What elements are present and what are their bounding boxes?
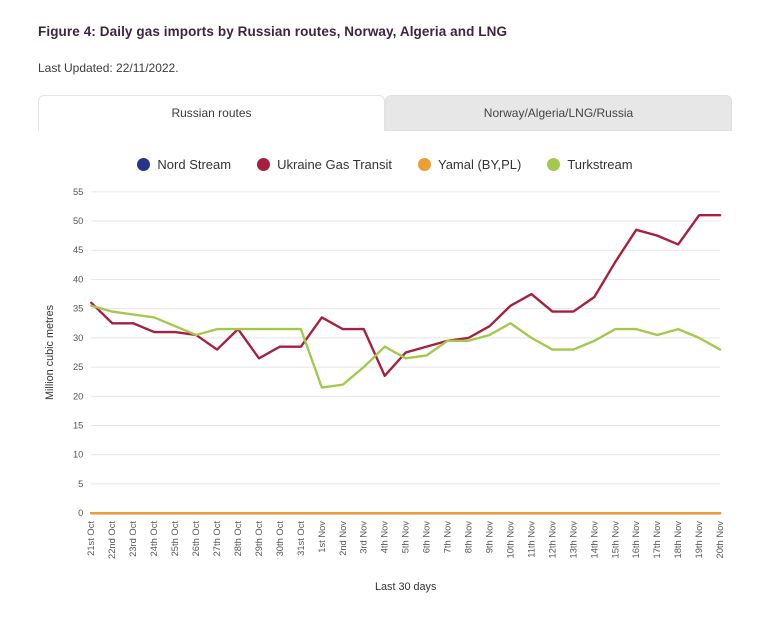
chart-card: Nord Stream Ukraine Gas Transit Yamal (BY,… [38,157,732,596]
y-tick-label: 55 [73,187,83,197]
x-tick-label: 27th Oct [212,521,222,557]
legend-label: Ukraine Gas Transit [277,157,392,172]
x-tick-label: 21st Oct [86,521,96,556]
y-tick-label: 45 [73,245,83,255]
tab-russian-routes[interactable]: Russian routes [38,95,385,131]
x-tick-label: 9th Nov [484,521,494,554]
x-tick-label: 28th Oct [233,521,243,557]
y-tick-label: 50 [73,216,83,226]
y-tick-label: 5 [78,479,83,489]
x-tick-label: 26th Oct [191,521,201,557]
x-tick-label: 4th Nov [380,521,390,554]
legend-dot-icon [547,158,561,171]
y-tick-label: 15 [73,420,83,430]
x-tick-label: 6th Nov [422,521,432,554]
last-updated-text: Last Updated: 22/11/2022. [38,61,179,75]
legend-label: Yamal (BY,PL) [437,157,522,172]
legend-label: Nord Stream [157,157,232,172]
x-tick-label: 13th Nov [568,521,578,559]
x-axis-title: Last 30 days [375,581,437,593]
x-tick-label: 30th Oct [275,521,285,557]
y-tick-label: 40 [73,274,83,284]
x-tick-label: 11th Nov [526,521,536,558]
x-tick-label: 15th Nov [610,521,620,559]
x-tick-label: 22nd Oct [107,521,117,559]
chart-area: 0 5 10 15 20 25 30 35 40 45 50 55 21st Oct 22nd Oct 23… [42,180,728,596]
legend-dot-icon [417,158,431,171]
x-tick-label: 31st Oct [296,521,306,556]
legend-dot-icon [137,158,151,171]
y-tick-label: 35 [73,304,83,314]
x-tick-label: 18th Nov [673,521,683,559]
y-tick-label: 0 [78,508,83,518]
tab-bar: Russian routes Norway/Algeria/LNG/Russia [38,95,732,131]
x-tick-label: 24th Oct [149,521,159,557]
legend-item-nord-stream[interactable]: Nord Stream [137,157,231,172]
x-tick-label: 3rd Nov [359,521,369,554]
figure-title: Figure 4: Daily gas imports by Russian r… [38,24,508,39]
x-tick-label: 20th Nov [715,521,725,559]
x-tick-label: 2nd Nov [338,521,348,556]
y-tick-label: 20 [73,391,83,401]
x-tick-label: 25th Oct [170,521,180,557]
series-line-ukraine-gas-transit[interactable] [90,214,722,378]
x-tick-label: 23rd Oct [128,521,138,557]
x-tick-label: 14th Nov [589,521,599,559]
x-tick-label: 16th Nov [631,521,641,559]
x-tick-label: 12th Nov [547,521,557,559]
tab-norway-algeria-lng-russia[interactable]: Norway/Algeria/LNG/Russia [385,95,732,131]
x-tick-label: 10th Nov [505,521,515,559]
legend-item-yamal-by-pl[interactable]: Yamal (BY,PL) [417,157,522,172]
x-tick-label: 19th Nov [694,521,704,559]
x-tick-label: 7th Nov [443,521,453,554]
x-tick-label: 8th Nov [464,521,474,554]
legend-item-turkstream[interactable]: Turkstream [547,157,633,172]
legend-dot-icon [257,158,271,171]
x-tick-label: 29th Oct [254,521,264,557]
legend-label: Turkstream [567,157,633,172]
x-tick-label: 5th Nov [401,521,411,554]
x-tick-label: 1st Nov [317,521,327,553]
x-tick-label: 17th Nov [652,521,662,559]
legend: Nord Stream Ukraine Gas Transit Yamal (BY,… [42,157,728,172]
legend-item-ukraine-gas-transit[interactable]: Ukraine Gas Transit [257,157,392,172]
y-tick-label: 30 [73,333,83,343]
series-line-turkstream[interactable] [90,304,722,389]
y-tick-label: 10 [73,450,83,460]
line-chart: 0 5 10 15 20 25 30 35 40 45 50 55 21st Oct 22nd Oct 23… [44,187,725,593]
y-axis-title: Million cubic metres [44,304,56,400]
y-tick-label: 25 [73,362,83,372]
